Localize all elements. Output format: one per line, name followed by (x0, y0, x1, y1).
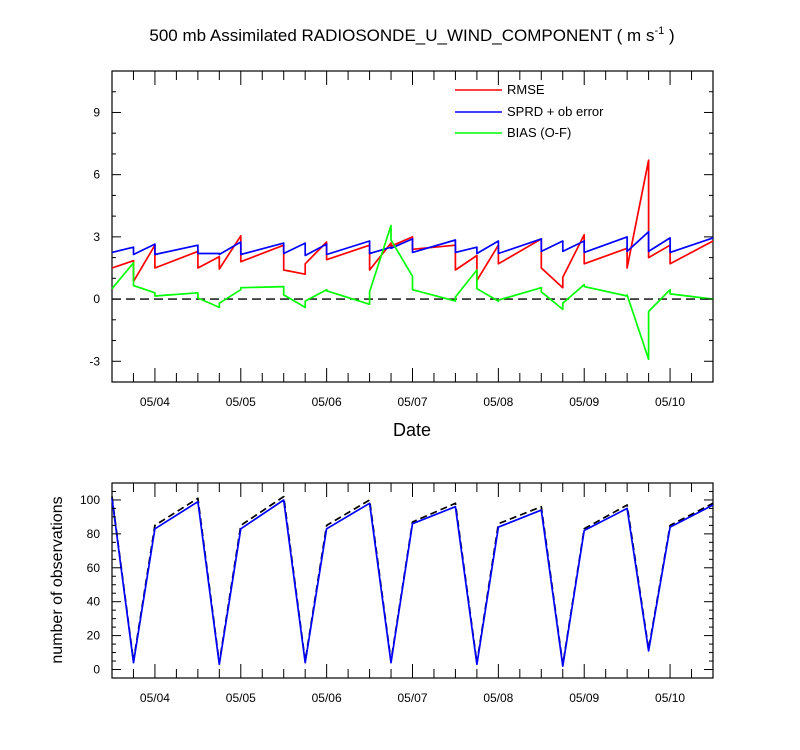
chart-title: 500 mb Assimilated RADIOSONDE_U_WIND_COM… (149, 25, 674, 45)
x-tick-label: 05/05 (226, 691, 256, 705)
legend-label-bias: BIAS (O-F) (507, 125, 571, 140)
legend-label-rmse: RMSE (507, 82, 545, 97)
series-line-observations-possible (111, 495, 714, 666)
bottom-plot-frame (111, 482, 714, 679)
y-tick-label: 20 (87, 629, 101, 643)
series-line-observations-assimilated (111, 498, 714, 667)
title-suffix: ) (664, 26, 674, 45)
y-tick-label: 6 (93, 168, 100, 182)
y-tick-label: 80 (87, 527, 101, 541)
bottom-panel: 0 20 40 60 80 100 05/04 05/05 05/06 05/07 05/08 05… (80, 482, 714, 705)
x-axis-label: Date (393, 420, 431, 440)
top-panel: -3 0 3 6 9 05/04 05/05 05/06 05/07 05/08 05/09 05/… (89, 70, 714, 409)
y-tick-label: 3 (93, 230, 100, 244)
x-tick-label: 05/07 (397, 691, 427, 705)
y-tick-label: -3 (89, 354, 100, 368)
x-tick-label: 05/05 (226, 395, 256, 409)
y-tick-label: 60 (87, 561, 101, 575)
legend: RMSE SPRD + ob error BIAS (O-F) (455, 82, 604, 140)
x-tick-label: 05/04 (140, 691, 170, 705)
x-tick-label: 05/06 (312, 691, 342, 705)
y-axis-label-observations: number of observations (49, 496, 66, 663)
x-tick-label: 05/06 (312, 395, 342, 409)
x-tick-label: 05/08 (483, 395, 513, 409)
x-tick-label: 05/10 (655, 691, 685, 705)
series-line-bias-o-f (111, 224, 714, 361)
y-tick-label: 9 (93, 105, 100, 119)
x-tick-label: 05/09 (569, 691, 599, 705)
x-tick-label: 05/07 (397, 395, 427, 409)
series-line-sprd-ob-error (111, 230, 714, 257)
y-tick-label: 40 (87, 595, 101, 609)
y-tick-label: 0 (93, 663, 100, 677)
series-line-rmse (111, 159, 714, 289)
x-tick-label: 05/10 (655, 395, 685, 409)
y-tick-label: 100 (80, 493, 100, 507)
y-tick-label: 0 (93, 292, 100, 306)
legend-label-sprd: SPRD + ob error (507, 104, 604, 119)
x-tick-label: 05/04 (140, 395, 170, 409)
title-superscript: -1 (654, 25, 664, 37)
top-plot-frame (111, 70, 714, 383)
x-tick-label: 05/08 (483, 691, 513, 705)
x-tick-label: 05/09 (569, 395, 599, 409)
